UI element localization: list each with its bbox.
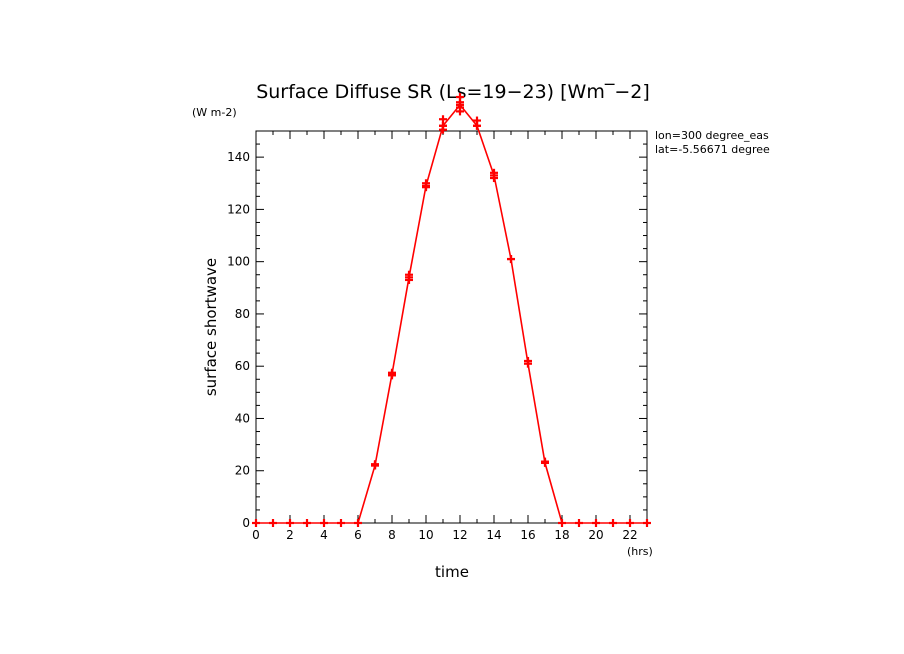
data-point — [337, 519, 345, 527]
data-point — [490, 174, 498, 183]
annotation-lat: lat=-5.56671 degree — [655, 143, 770, 156]
x-tick-label: 2 — [286, 528, 294, 542]
y-tick-label: 120 — [227, 202, 250, 216]
data-point — [422, 183, 430, 192]
x-tick-label: 16 — [520, 528, 535, 542]
y-units-label: (W m-2) — [192, 106, 237, 119]
data-point — [592, 519, 600, 527]
data-point — [575, 519, 583, 527]
x-tick-label: 12 — [452, 528, 467, 542]
y-tick-label: 100 — [227, 255, 250, 269]
series-line — [256, 103, 647, 524]
data-point — [456, 107, 464, 116]
data-point — [558, 519, 566, 527]
data-point — [439, 125, 447, 134]
y-tick-label: 140 — [227, 150, 250, 164]
data-point — [303, 519, 311, 527]
data-point — [320, 519, 328, 527]
y-tick-label: 60 — [235, 359, 250, 373]
x-tick-label: 20 — [588, 528, 603, 542]
x-tick-label: 14 — [486, 528, 501, 542]
x-axis-title: time — [435, 563, 469, 581]
data-point — [286, 519, 294, 527]
series-layer — [256, 103, 647, 524]
x-tick-label: 22 — [622, 528, 637, 542]
x-tick-label: 0 — [252, 528, 260, 542]
x-tick-label: 10 — [418, 528, 433, 542]
data-point — [541, 457, 549, 466]
data-point — [507, 255, 515, 264]
marker-layer — [252, 93, 651, 527]
data-point — [643, 519, 651, 527]
data-point — [626, 519, 634, 527]
data-point — [269, 519, 277, 527]
data-point — [524, 359, 532, 368]
data-point — [371, 461, 379, 470]
x-tick-label: 4 — [320, 528, 328, 542]
data-point — [609, 519, 617, 527]
x-axis-ticks: 0 2 4 6 8 10 12 14 16 18 20 22 — [252, 131, 648, 542]
data-point — [405, 275, 413, 284]
plot-frame — [255, 130, 648, 524]
annotation-lon: lon=300 degree_eas — [655, 129, 769, 142]
y-tick-label: 0 — [242, 516, 250, 530]
data-point — [354, 519, 362, 527]
y-axis-ticks: 0 20 40 60 80 100 120 140 — [227, 130, 647, 530]
x-tick-label: 8 — [388, 528, 396, 542]
x-tick-label: 18 — [554, 528, 569, 542]
chart-title: Surface Diffuse SR (Ls=19−23) [Wm‾−2] — [256, 81, 650, 103]
y-tick-label: 80 — [235, 307, 250, 321]
y-axis-title: surface shortwave — [202, 258, 220, 396]
y-tick-label: 20 — [235, 464, 250, 478]
x-units-label: (hrs) — [627, 545, 653, 558]
data-point — [388, 371, 396, 380]
y-tick-label: 40 — [235, 411, 250, 425]
data-point — [473, 121, 481, 130]
x-tick-label: 6 — [354, 528, 362, 542]
data-point — [252, 519, 260, 527]
